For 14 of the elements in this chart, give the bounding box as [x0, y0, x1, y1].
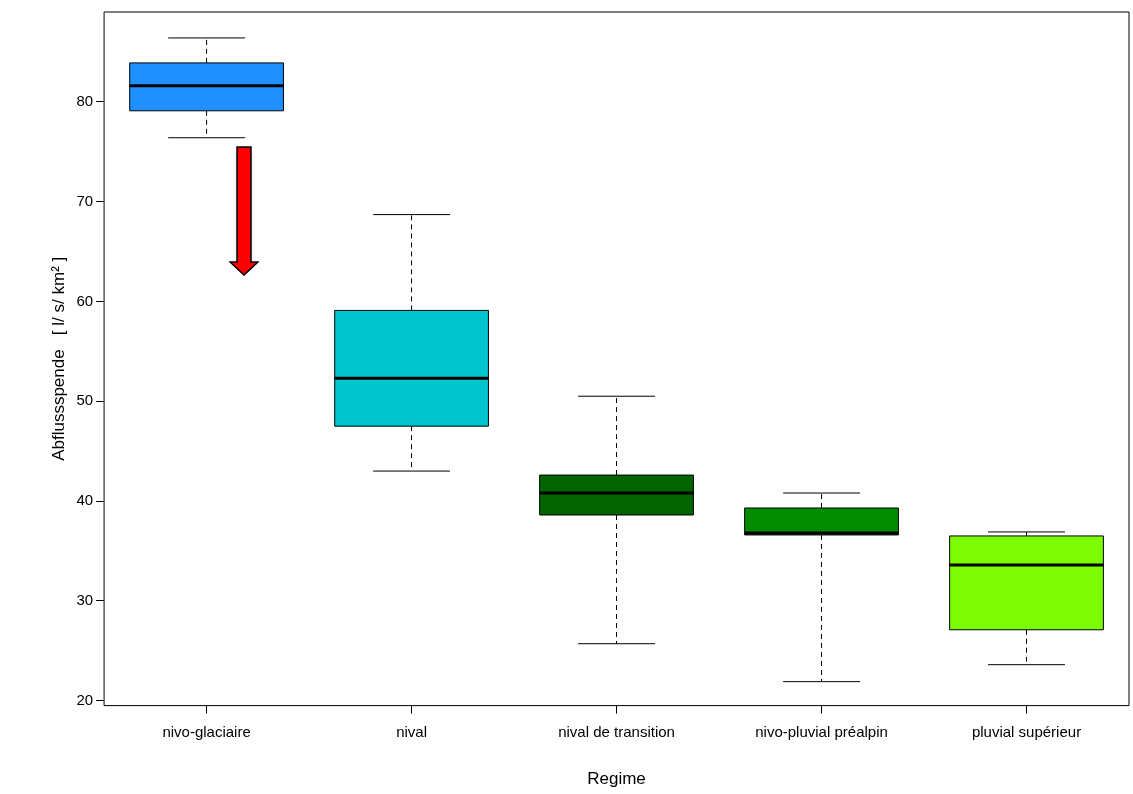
- x-axis-title: Regime: [587, 769, 646, 789]
- x-tick-label: nivo-glaciaire: [162, 722, 251, 740]
- y-tick-label: 40: [76, 491, 94, 509]
- y-tick-label: 70: [76, 191, 94, 209]
- y-tick-label: 20: [76, 690, 94, 708]
- x-tick-label: pluvial supérieur: [971, 722, 1082, 740]
- x-tick-label: nival: [396, 722, 427, 740]
- y-tick-label: 80: [76, 91, 94, 109]
- x-tick-label: nivo-pluvial préalpin: [755, 722, 888, 740]
- y-axis-title: Abflussspende [ l/ s/ km² ]: [48, 256, 68, 461]
- y-tick-label: 30: [76, 590, 94, 608]
- y-tick-label: 50: [76, 391, 94, 409]
- x-tick-label: nival de transition: [558, 722, 675, 740]
- y-tick-label: 60: [76, 291, 94, 309]
